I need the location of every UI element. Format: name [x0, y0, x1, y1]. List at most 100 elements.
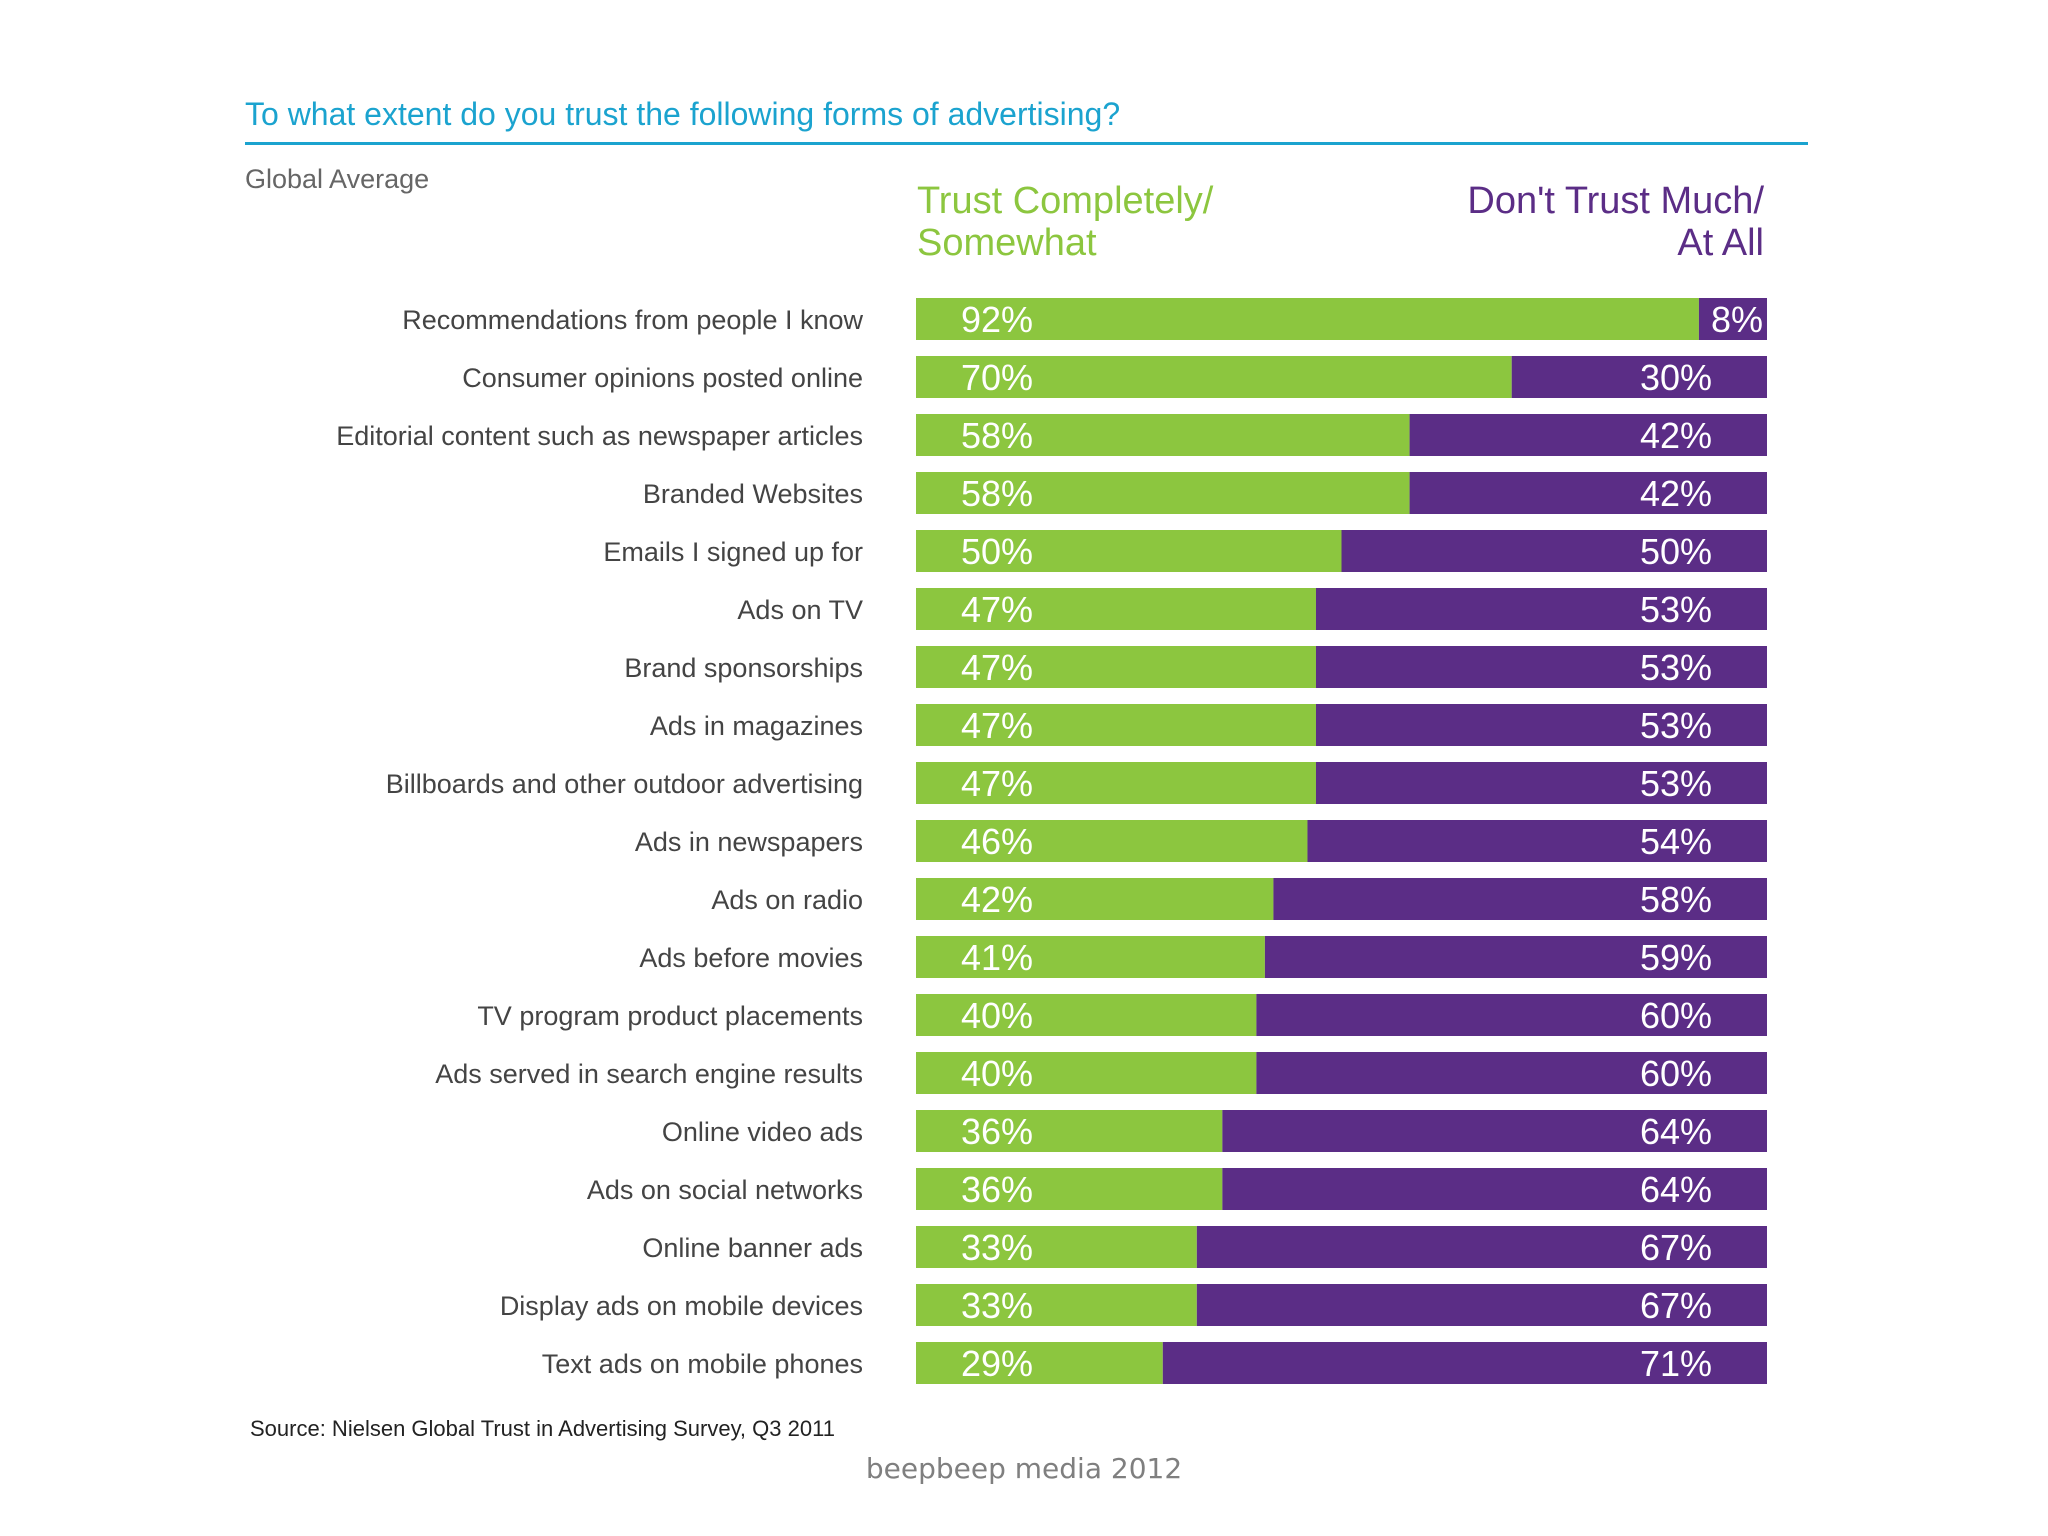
category-label: Consumer opinions posted online	[462, 363, 863, 393]
legend-distrust: Don't Trust Much/ At All	[1467, 180, 1764, 264]
bar-trust	[916, 1284, 1197, 1326]
bar-distrust	[1256, 1052, 1767, 1094]
bar-trust	[916, 1052, 1257, 1094]
value-label-distrust: 53%	[1640, 763, 1712, 804]
bar-trust	[916, 936, 1265, 978]
legend-trust-line-1: Trust Completely/	[917, 180, 1214, 222]
bar-distrust	[1341, 530, 1767, 572]
category-label: Billboards and other outdoor advertising	[386, 769, 863, 799]
bar-trust	[916, 356, 1512, 398]
value-label-trust: 29%	[961, 1343, 1033, 1384]
value-label-trust: 58%	[961, 415, 1033, 456]
bar-trust	[916, 588, 1316, 630]
category-label: Online banner ads	[642, 1233, 863, 1263]
value-label-distrust: 30%	[1640, 357, 1712, 398]
source-note: Source: Nielsen Global Trust in Advertis…	[250, 1416, 835, 1441]
bar-distrust	[1307, 820, 1767, 862]
value-label-distrust: 54%	[1640, 821, 1712, 862]
bar-trust	[916, 1226, 1197, 1268]
bar-distrust	[1315, 704, 1767, 746]
value-label-trust: 46%	[961, 821, 1033, 862]
value-label-trust: 70%	[961, 357, 1033, 398]
bar-trust	[916, 530, 1342, 572]
value-label-trust: 50%	[961, 531, 1033, 572]
bar-distrust	[1222, 1168, 1767, 1210]
value-label-trust: 47%	[961, 647, 1033, 688]
value-label-distrust: 59%	[1640, 937, 1712, 978]
stacked-bar-chart: Recommendations from people I know 92% 8% C…	[336, 298, 1767, 1384]
bar-distrust	[1409, 414, 1767, 456]
value-label-distrust: 67%	[1640, 1285, 1712, 1326]
legend-distrust-line-1: Don't Trust Much/	[1467, 180, 1764, 222]
value-label-distrust: 50%	[1640, 531, 1712, 572]
legend-trust: Trust Completely/ Somewhat	[917, 180, 1213, 264]
bar-trust	[916, 472, 1410, 514]
bar-distrust	[1162, 1342, 1767, 1384]
value-label-trust: 40%	[961, 995, 1033, 1036]
category-label: Editorial content such as newspaper arti…	[336, 421, 863, 451]
value-label-trust: 42%	[961, 879, 1033, 920]
bar-distrust	[1273, 878, 1767, 920]
bar-trust	[916, 820, 1308, 862]
title-rule	[245, 142, 1808, 145]
bar-distrust	[1222, 1110, 1767, 1152]
bar-trust	[916, 704, 1316, 746]
bar-trust	[916, 1110, 1223, 1152]
category-label: Ads served in search engine results	[435, 1059, 863, 1089]
value-label-distrust: 67%	[1640, 1227, 1712, 1268]
category-label: Text ads on mobile phones	[542, 1349, 863, 1379]
category-label: Emails I signed up for	[603, 537, 863, 567]
value-label-distrust: 8%	[1711, 299, 1763, 340]
bar-distrust	[1196, 1226, 1767, 1268]
category-label: Ads on radio	[711, 885, 863, 915]
value-label-trust: 58%	[961, 473, 1033, 514]
chart-subtitle: Global Average	[245, 164, 430, 194]
bar-trust	[916, 994, 1257, 1036]
credit-footer: beepbeep media 2012	[865, 1452, 1183, 1485]
legend-trust-line-2: Somewhat	[917, 222, 1097, 264]
category-label: Branded Websites	[643, 479, 863, 509]
category-label: Ads on TV	[737, 595, 863, 625]
value-label-distrust: 42%	[1640, 473, 1712, 514]
category-label: Ads before movies	[639, 943, 863, 973]
value-label-distrust: 53%	[1640, 705, 1712, 746]
value-label-distrust: 64%	[1640, 1111, 1712, 1152]
bar-trust	[916, 762, 1316, 804]
bar-distrust	[1409, 472, 1767, 514]
bar-trust	[916, 1342, 1163, 1384]
category-label: TV program product placements	[477, 1001, 863, 1031]
value-label-trust: 92%	[961, 299, 1033, 340]
bar-trust	[916, 878, 1274, 920]
bar-trust	[916, 298, 1699, 340]
category-label: Ads in magazines	[650, 711, 863, 741]
category-label: Recommendations from people I know	[402, 305, 863, 335]
value-label-distrust: 53%	[1640, 589, 1712, 630]
bar-distrust	[1315, 588, 1767, 630]
value-label-trust: 36%	[961, 1169, 1033, 1210]
bar-distrust	[1698, 298, 1767, 340]
bar-trust	[916, 646, 1316, 688]
value-label-distrust: 60%	[1640, 995, 1712, 1036]
value-label-distrust: 64%	[1640, 1169, 1712, 1210]
value-label-trust: 33%	[961, 1285, 1033, 1326]
bar-distrust	[1511, 356, 1767, 398]
value-label-trust: 36%	[961, 1111, 1033, 1152]
legend-distrust-line-2: At All	[1677, 222, 1764, 264]
value-label-distrust: 60%	[1640, 1053, 1712, 1094]
value-label-distrust: 71%	[1640, 1343, 1712, 1384]
value-label-trust: 47%	[961, 763, 1033, 804]
bar-distrust	[1264, 936, 1767, 978]
chart-title: To what extent do you trust the followin…	[245, 96, 1121, 132]
bar-distrust	[1315, 646, 1767, 688]
bar-distrust	[1315, 762, 1767, 804]
value-label-trust: 47%	[961, 705, 1033, 746]
value-label-distrust: 42%	[1640, 415, 1712, 456]
value-label-trust: 41%	[961, 937, 1033, 978]
value-label-trust: 33%	[961, 1227, 1033, 1268]
bar-trust	[916, 1168, 1223, 1210]
bar-distrust	[1196, 1284, 1767, 1326]
value-label-distrust: 53%	[1640, 647, 1712, 688]
bar-trust	[916, 414, 1410, 456]
value-label-distrust: 58%	[1640, 879, 1712, 920]
category-label: Online video ads	[662, 1117, 863, 1147]
